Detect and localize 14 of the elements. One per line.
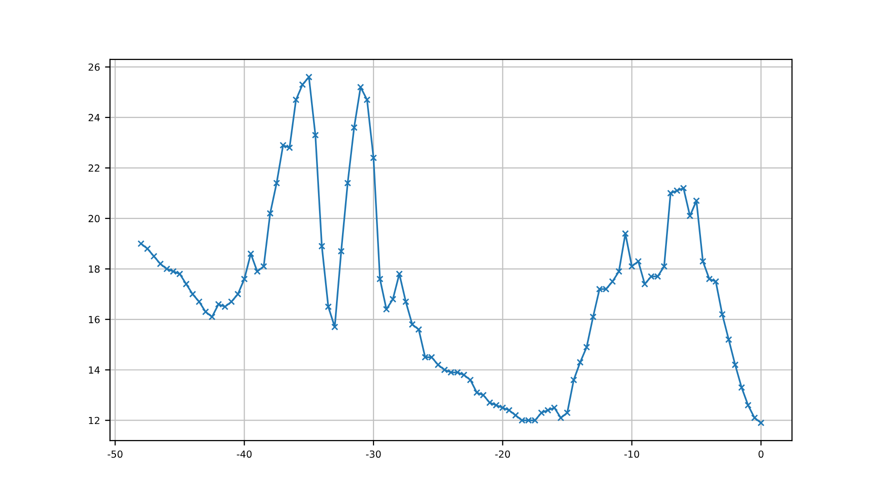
- y-tick-label: 18: [88, 265, 100, 273]
- y-tick-label: 22: [88, 164, 100, 172]
- x-tick-label: -50: [108, 450, 122, 458]
- x-tick-label: -30: [366, 450, 381, 458]
- x-tick-label: 0: [758, 450, 764, 458]
- y-tick-label: 24: [88, 114, 100, 122]
- y-tick-label: 26: [88, 63, 100, 71]
- x-tick-label: -10: [624, 450, 640, 458]
- x-tick-label: -20: [495, 450, 510, 458]
- y-tick-label: 20: [88, 214, 100, 222]
- x-tick-label: -40: [236, 450, 252, 458]
- y-tick-label: 12: [88, 416, 100, 424]
- y-tick-label: 14: [88, 366, 100, 374]
- y-tick-label: 16: [88, 316, 100, 324]
